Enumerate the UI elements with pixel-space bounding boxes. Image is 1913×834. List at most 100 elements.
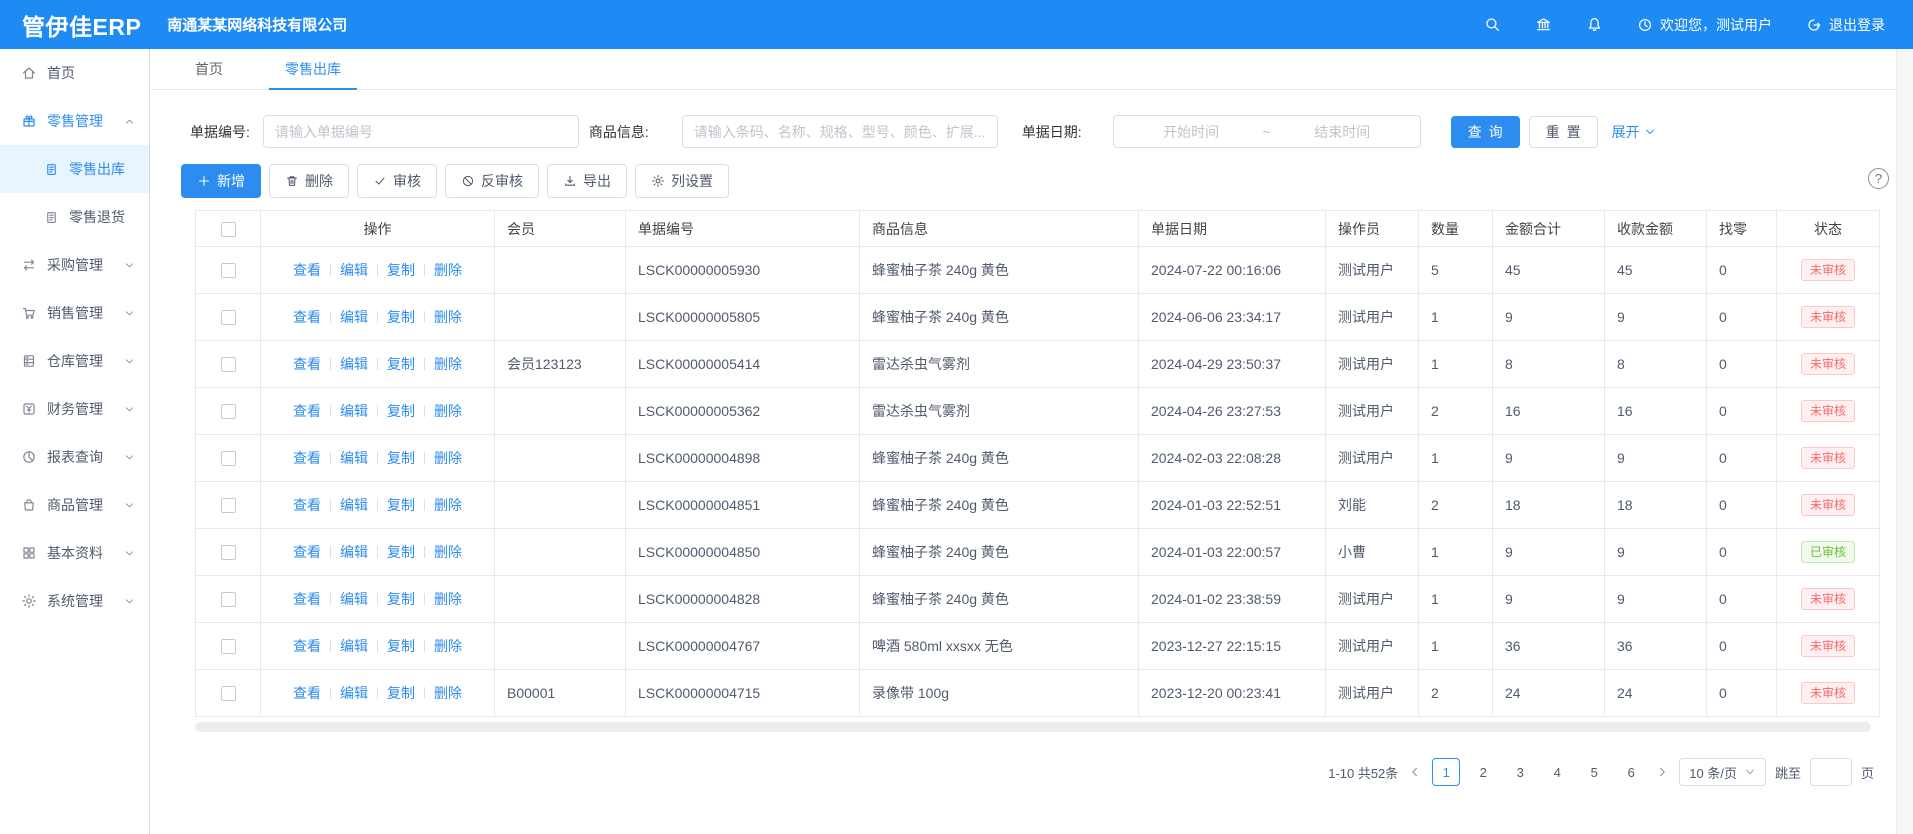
action-link-2[interactable]: 复制 — [387, 544, 415, 560]
bank-icon[interactable] — [1535, 16, 1552, 33]
action-link-1[interactable]: 编辑 — [340, 403, 368, 419]
action-link-3[interactable]: 删除 — [434, 638, 462, 654]
action-link-1[interactable]: 编辑 — [340, 450, 368, 466]
action-link-1[interactable]: 编辑 — [340, 262, 368, 278]
date-range-input[interactable]: 开始时间 ~ 结束时间 — [1112, 115, 1421, 148]
action-link-1[interactable]: 编辑 — [340, 544, 368, 560]
action-link-0[interactable]: 查看 — [293, 262, 321, 278]
action-link-2[interactable]: 复制 — [387, 638, 415, 654]
cell-date: 2024-01-03 22:52:51 — [1138, 481, 1326, 529]
audit-button[interactable]: 审核 — [357, 164, 437, 198]
action-link-2[interactable]: 复制 — [387, 497, 415, 513]
action-link-3[interactable]: 删除 — [434, 403, 462, 419]
vertical-scrollbar[interactable] — [1896, 49, 1913, 834]
row-checkbox[interactable] — [220, 639, 236, 655]
page-size-select[interactable]: 10 条/页 — [1679, 758, 1766, 786]
action-link-0[interactable]: 查看 — [293, 685, 321, 701]
action-link-2[interactable]: 复制 — [387, 403, 415, 419]
action-link-0[interactable]: 查看 — [293, 591, 321, 607]
action-link-1[interactable]: 编辑 — [340, 309, 368, 325]
action-link-0[interactable]: 查看 — [293, 450, 321, 466]
cell-status: 未审核 — [1776, 293, 1880, 341]
jump-input[interactable] — [1809, 758, 1852, 786]
sidebar-item-report[interactable]: 报表查询 — [0, 433, 149, 481]
page-button-1[interactable]: 1 — [1432, 758, 1461, 786]
action-link-1[interactable]: 编辑 — [340, 356, 368, 372]
page-button-4[interactable]: 4 — [1543, 758, 1572, 786]
sidebar-item-sales[interactable]: 销售管理 — [0, 289, 149, 337]
action-link-3[interactable]: 删除 — [434, 356, 462, 372]
tab-home[interactable]: 首页 — [179, 49, 239, 89]
reset-button[interactable]: 重置 — [1528, 115, 1598, 148]
action-link-0[interactable]: 查看 — [293, 309, 321, 325]
action-link-2[interactable]: 复制 — [387, 309, 415, 325]
page-button-5[interactable]: 5 — [1580, 758, 1609, 786]
action-link-3[interactable]: 删除 — [434, 497, 462, 513]
page-button-2[interactable]: 2 — [1469, 758, 1498, 786]
sidebar-item-retail-outbound[interactable]: 零售出库 — [0, 145, 149, 193]
next-page-button[interactable] — [1654, 766, 1670, 778]
row-checkbox[interactable] — [220, 592, 236, 608]
bill-no-input[interactable] — [262, 115, 579, 148]
action-link-0[interactable]: 查看 — [293, 356, 321, 372]
expand-link[interactable]: 展开 — [1612, 122, 1656, 142]
action-link-2[interactable]: 复制 — [387, 356, 415, 372]
sidebar-item-finance[interactable]: 财务管理 — [0, 385, 149, 433]
row-checkbox[interactable] — [220, 686, 236, 702]
search-button[interactable]: 查询 — [1450, 115, 1520, 148]
add-button[interactable]: 新增 — [181, 164, 261, 198]
action-link-1[interactable]: 编辑 — [340, 685, 368, 701]
sidebar-item-retail-return[interactable]: 零售退货 — [0, 193, 149, 241]
row-checkbox[interactable] — [220, 498, 236, 514]
row-checkbox[interactable] — [220, 357, 236, 373]
action-link-2[interactable]: 复制 — [387, 685, 415, 701]
select-all-checkbox[interactable] — [220, 221, 236, 237]
search-icon[interactable] — [1484, 16, 1501, 33]
horizontal-scrollbar[interactable] — [195, 722, 1871, 732]
sidebar-item-warehouse[interactable]: 仓库管理 — [0, 337, 149, 385]
unaudit-button[interactable]: 反审核 — [445, 164, 539, 198]
row-checkbox[interactable] — [220, 310, 236, 326]
row-checkbox[interactable] — [220, 451, 236, 467]
welcome-user[interactable]: 欢迎您，测试用户 — [1637, 15, 1772, 35]
sidebar-item-system[interactable]: 系统管理 — [0, 577, 149, 625]
action-link-2[interactable]: 复制 — [387, 591, 415, 607]
action-link-1[interactable]: 编辑 — [340, 591, 368, 607]
help-icon[interactable]: ? — [1868, 168, 1889, 189]
sidebar-item-home[interactable]: 首页 — [0, 49, 149, 97]
prev-page-button[interactable] — [1407, 766, 1423, 778]
logout-button[interactable]: 退出登录 — [1806, 15, 1885, 35]
sidebar-item-basic[interactable]: 基本资料 — [0, 529, 149, 577]
row-checkbox[interactable] — [220, 404, 236, 420]
export-button[interactable]: 导出 — [547, 164, 627, 198]
action-link-2[interactable]: 复制 — [387, 262, 415, 278]
action-link-0[interactable]: 查看 — [293, 403, 321, 419]
action-link-3[interactable]: 删除 — [434, 544, 462, 560]
row-checkbox[interactable] — [220, 545, 236, 561]
tab-retail-outbound[interactable]: 零售出库 — [269, 49, 357, 90]
action-link-0[interactable]: 查看 — [293, 638, 321, 654]
bell-icon[interactable] — [1586, 16, 1603, 33]
delete-button[interactable]: 删除 — [269, 164, 349, 198]
page-button-3[interactable]: 3 — [1506, 758, 1535, 786]
sidebar-item-purchase[interactable]: 采购管理 — [0, 241, 149, 289]
action-link-3[interactable]: 删除 — [434, 450, 462, 466]
sidebar-item-goods[interactable]: 商品管理 — [0, 481, 149, 529]
link-separator — [330, 546, 331, 558]
action-link-3[interactable]: 删除 — [434, 262, 462, 278]
sidebar-item-retail[interactable]: 零售管理 — [0, 97, 149, 145]
action-link-0[interactable]: 查看 — [293, 497, 321, 513]
action-link-2[interactable]: 复制 — [387, 450, 415, 466]
product-info-input[interactable] — [681, 115, 998, 148]
row-checkbox[interactable] — [220, 263, 236, 279]
action-link-1[interactable]: 编辑 — [340, 638, 368, 654]
action-link-1[interactable]: 编辑 — [340, 497, 368, 513]
action-link-3[interactable]: 删除 — [434, 685, 462, 701]
chevron-down-icon — [124, 404, 135, 415]
cell-actions: 查看 编辑 复制 删除 — [260, 528, 495, 576]
action-link-3[interactable]: 删除 — [434, 309, 462, 325]
action-link-3[interactable]: 删除 — [434, 591, 462, 607]
action-link-0[interactable]: 查看 — [293, 544, 321, 560]
columns-button[interactable]: 列设置 — [635, 164, 729, 198]
page-button-6[interactable]: 6 — [1617, 758, 1646, 786]
